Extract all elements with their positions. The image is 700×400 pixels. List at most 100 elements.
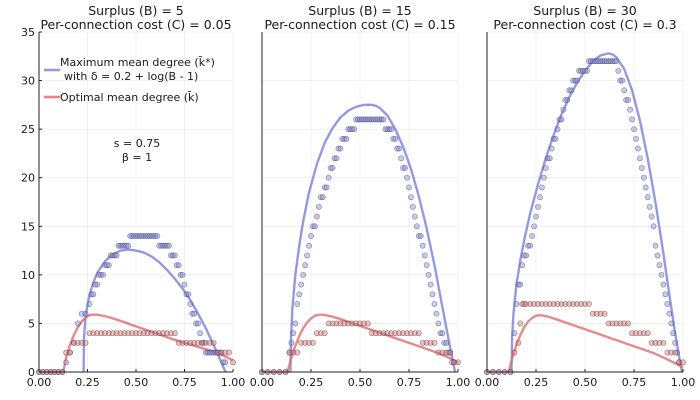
- optimal-degree-point: [376, 330, 383, 337]
- max-degree-point: [63, 359, 70, 366]
- max-degree-point: [321, 184, 328, 191]
- optimal-degree-point: [558, 301, 565, 307]
- max-degree-point: [323, 184, 330, 191]
- max-degree-point: [86, 301, 93, 307]
- legend-label-max-degree-formula: with δ = 0.2 + log(B - 1): [64, 70, 198, 83]
- max-degree-point: [660, 281, 667, 288]
- max-degree-point: [513, 301, 520, 307]
- max-degree-point: [296, 291, 303, 298]
- optimal-degree-point: [294, 349, 301, 356]
- max-degree-point: [635, 145, 641, 152]
- max-degree-point: [546, 155, 553, 162]
- max-degree-point: [362, 116, 369, 123]
- max-degree-point: [384, 126, 391, 133]
- optimal-degree-point: [660, 339, 667, 346]
- max-degree-point: [92, 281, 99, 288]
- max-degree-point: [662, 291, 669, 298]
- optimal-degree-point: [601, 310, 608, 317]
- max-degree-point: [171, 252, 178, 259]
- optimal-degree-point: [521, 301, 528, 307]
- optimal-degree-point: [392, 330, 399, 337]
- max-degree-point: [558, 116, 565, 123]
- max-degree-point: [425, 271, 432, 278]
- max-degree-point: [437, 330, 444, 337]
- max-degree-point: [357, 116, 363, 123]
- max-degree-point: [654, 252, 661, 259]
- max-degree-point: [427, 281, 434, 288]
- optimal-degree-point: [67, 349, 73, 356]
- max-degree-point: [564, 97, 571, 103]
- optimal-degree-point: [357, 320, 363, 327]
- optimal-degree-point: [82, 339, 89, 346]
- x-tick-label: 0.25: [299, 376, 324, 389]
- max-degree-point: [638, 165, 645, 171]
- max-degree-point: [402, 165, 408, 171]
- max-degree-point: [216, 349, 223, 356]
- max-degree-point: [648, 213, 655, 220]
- optimal-degree-point: [411, 330, 418, 337]
- optimal-degree-point: [668, 349, 675, 356]
- max-degree-point: [347, 126, 354, 133]
- max-degree-point: [599, 58, 606, 65]
- max-degree-point: [613, 58, 620, 65]
- optimal-degree-point: [306, 339, 312, 346]
- optimal-degree-point: [302, 339, 309, 346]
- max-degree-point: [576, 67, 583, 74]
- max-degree-point: [423, 262, 430, 269]
- max-degree-point: [609, 58, 616, 65]
- optimal-degree-point: [621, 320, 628, 327]
- max-degree-point: [376, 116, 383, 123]
- x-tick-label: 1.00: [671, 376, 696, 389]
- max-degree-point: [593, 58, 600, 65]
- max-degree-point: [629, 116, 635, 123]
- optimal-degree-point: [517, 320, 524, 327]
- legend-label-max-degree: Maximum mean degree (k̄*): [60, 56, 215, 69]
- max-degree-point: [636, 155, 643, 162]
- optimal-degree-point: [664, 349, 671, 356]
- max-degree-point: [298, 281, 305, 288]
- optimal-degree-point: [290, 349, 297, 356]
- optimal-degree-point: [337, 320, 344, 327]
- max-degree-point: [366, 116, 373, 123]
- max-degree-point: [345, 126, 352, 133]
- legend: Maximum mean degree (k̄*) with δ = 0.2 +…: [44, 56, 215, 104]
- max-degree-point: [200, 339, 207, 346]
- max-degree-point: [154, 233, 161, 239]
- max-degree-point: [631, 126, 637, 133]
- optimal-degree-point: [435, 349, 442, 356]
- optimal-degree-point: [652, 339, 659, 346]
- optimal-degree-point: [527, 301, 534, 307]
- optimal-degree-point: [597, 310, 604, 317]
- optimal-degree-point: [368, 330, 375, 337]
- optimal-degree-point: [554, 301, 561, 307]
- optimal-degree-point: [341, 320, 348, 327]
- subplot-1: Surplus (B) = 5 Per-connection cost (C) …: [21, 3, 245, 389]
- max-degree-point: [605, 58, 612, 65]
- max-degree-point: [382, 126, 389, 133]
- max-degree-point: [125, 242, 132, 249]
- max-degree-point: [152, 233, 159, 239]
- max-degree-point: [394, 145, 401, 152]
- subplot-3-tick-labels: 0.00 0.25 0.50 0.75 1.00: [475, 369, 696, 389]
- max-degree-point: [531, 223, 537, 230]
- max-degree-point: [550, 135, 557, 142]
- max-degree-point: [300, 271, 307, 278]
- x-tick-label: 1.00: [221, 376, 246, 389]
- max-degree-point: [633, 135, 639, 142]
- max-degree-point: [364, 116, 371, 123]
- optimal-degree-point: [515, 339, 522, 346]
- subplot-3-points: [484, 58, 686, 375]
- optimal-degree-curve: [62, 313, 234, 373]
- max-degree-point: [625, 97, 632, 103]
- max-degree-point: [361, 116, 367, 123]
- optimal-degree-point: [396, 330, 403, 337]
- optimal-degree-point: [171, 330, 178, 337]
- optimal-degree-point: [550, 301, 557, 307]
- y-tick-label: 10: [21, 269, 35, 282]
- max-degree-point: [315, 203, 322, 210]
- optimal-degree-point: [511, 349, 518, 356]
- max-degree-point: [191, 310, 198, 317]
- legend-label-optimal-degree: Optimal mean degree (k̄): [60, 91, 199, 104]
- max-degree-point: [390, 135, 397, 142]
- optimal-degree-point: [538, 301, 545, 307]
